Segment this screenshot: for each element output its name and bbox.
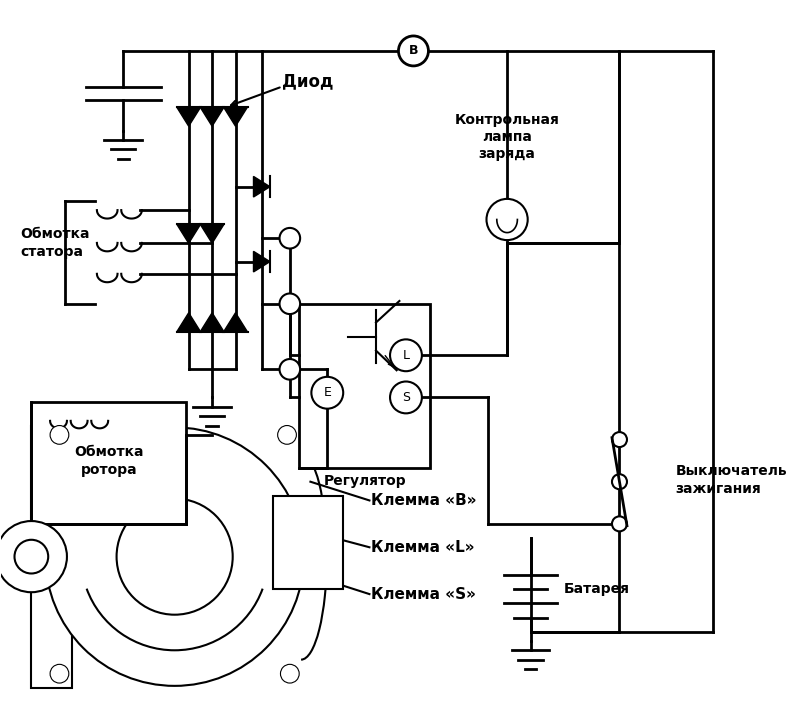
Text: E: E [323,386,331,399]
Circle shape [486,199,528,240]
Circle shape [279,359,300,380]
Circle shape [278,426,296,444]
Circle shape [281,664,299,683]
Circle shape [398,36,429,66]
Polygon shape [200,224,224,243]
Text: Клемма «S»: Клемма «S» [371,587,476,602]
Bar [273,496,343,590]
Circle shape [46,427,304,686]
Circle shape [612,432,627,447]
Polygon shape [200,313,224,332]
Circle shape [311,377,343,408]
Polygon shape [31,426,72,688]
Text: S: S [402,391,410,404]
Text: Обмотка
ротора: Обмотка ротора [74,445,144,477]
Circle shape [390,382,422,413]
Circle shape [612,475,627,489]
Circle shape [50,426,69,444]
Circle shape [50,664,69,683]
Polygon shape [177,313,201,332]
Text: Регулятор: Регулятор [323,475,406,488]
Circle shape [390,339,422,371]
Text: Клемма «B»: Клемма «B» [371,493,477,508]
Text: Контрольная
лампа
заряда: Контрольная лампа заряда [454,113,559,162]
Polygon shape [254,176,270,197]
Polygon shape [177,106,201,127]
Polygon shape [200,106,224,127]
Text: Диод: Диод [282,72,334,90]
Circle shape [117,498,233,615]
Text: Клемма «L»: Клемма «L» [371,540,475,555]
Text: B: B [409,45,418,58]
Polygon shape [254,252,270,272]
Circle shape [14,540,48,574]
Bar [299,304,430,467]
Circle shape [279,293,300,314]
Polygon shape [223,106,248,127]
Text: Обмотка
статора: Обмотка статора [20,226,90,259]
Circle shape [612,516,627,531]
Polygon shape [177,224,201,243]
Bar [31,402,186,524]
Polygon shape [223,313,248,332]
Text: Батарея: Батарея [563,582,630,596]
Circle shape [0,521,67,592]
Text: L: L [402,349,410,362]
Text: Выключатель
зажигания: Выключатель зажигания [676,464,787,496]
Circle shape [279,228,300,249]
